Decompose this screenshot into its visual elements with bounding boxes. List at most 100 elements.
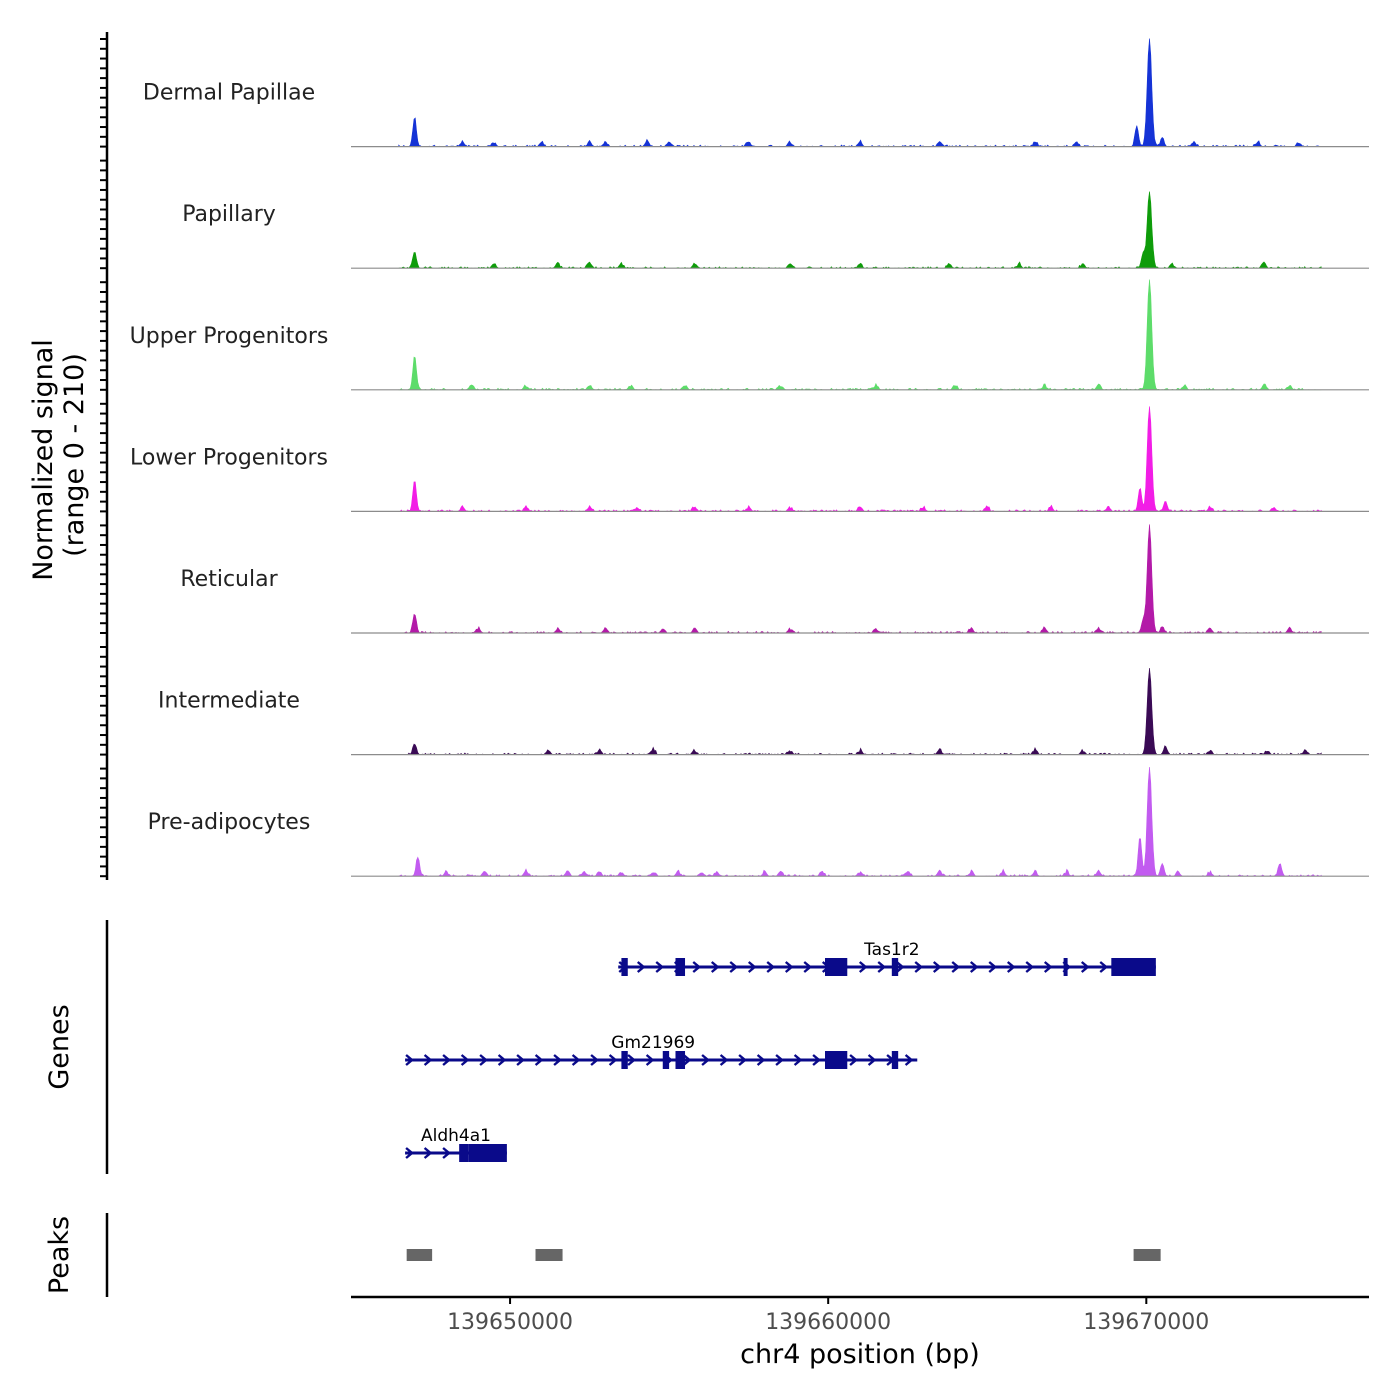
track-dermal-papillae: Dermal Papillae [143, 38, 1369, 148]
x-tick-label: 139650000 [447, 1310, 573, 1335]
exon [825, 1051, 848, 1069]
x-axis-title: chr4 position (bp) [740, 1339, 980, 1370]
track-papillary: Papillary [182, 191, 1369, 269]
strand-arrow [1099, 961, 1109, 973]
track-label: Lower Progenitors [130, 445, 328, 470]
track-label: Papillary [182, 202, 276, 227]
strand-arrow [571, 1054, 581, 1066]
strand-arrow [460, 1054, 470, 1066]
strand-arrow [534, 1054, 544, 1066]
strand-arrow [951, 961, 961, 973]
peak-regions [406, 1249, 1161, 1261]
peak-region [406, 1249, 433, 1261]
exon [662, 1051, 670, 1069]
strand-arrow [812, 1054, 821, 1066]
strand-arrow [775, 1054, 784, 1066]
strand-arrow [914, 961, 924, 973]
gene-tas1r2: Tas1r2 [618, 940, 1156, 976]
track-upper-progenitors: Upper Progenitors [130, 279, 1369, 391]
strand-arrow [1080, 961, 1090, 973]
exon [891, 958, 899, 976]
strand-arrow [784, 961, 794, 973]
strand-arrow [590, 1054, 599, 1066]
strand-arrow [636, 961, 646, 973]
strand-arrow [1043, 961, 1053, 973]
strand-arrow [405, 1054, 414, 1066]
strand-arrow [423, 1054, 433, 1066]
strand-arrow [849, 1054, 858, 1066]
exon [891, 1051, 899, 1069]
strand-arrow [803, 961, 813, 973]
exon [468, 1144, 507, 1162]
track-label: Upper Progenitors [130, 324, 329, 349]
strand-arrow [969, 961, 979, 973]
strand-arrow [904, 1054, 914, 1066]
strand-arrow [655, 961, 665, 973]
strand-arrow [627, 1054, 636, 1066]
exon [621, 1051, 628, 1069]
strand-arrow [553, 1054, 562, 1066]
strand-arrow [932, 961, 942, 973]
strand-arrow [877, 961, 887, 973]
gene-aldh4a1: Aldh4a1 [405, 1126, 507, 1162]
exon [1063, 958, 1068, 976]
track-pre-adipocytes: Pre-adipocytes [148, 766, 1369, 877]
strand-arrow [988, 961, 998, 973]
y-axis-ticks [100, 38, 107, 878]
y-axis-title: Normalized signal [28, 339, 59, 581]
genes-axis-title: Genes [44, 1004, 75, 1089]
strand-arrow [423, 1147, 433, 1159]
strand-arrow [1006, 961, 1016, 973]
gene-models: Aldh4a1 Gm21969 Tas1r2 [405, 940, 1156, 1162]
strand-arrow [479, 1054, 488, 1066]
coverage-area [398, 191, 1322, 269]
peaks-axis-title: Peaks [44, 1216, 75, 1294]
exon [1111, 958, 1156, 976]
strand-arrow [692, 961, 702, 973]
strand-arrow [895, 961, 905, 973]
track-label: Dermal Papillae [143, 81, 315, 106]
strand-arrow [756, 1054, 766, 1066]
coverage-area [398, 406, 1322, 512]
strand-arrow [738, 1054, 747, 1066]
coverage-area [398, 766, 1322, 877]
strand-arrow [516, 1054, 525, 1066]
track-lower-progenitors: Lower Progenitors [130, 406, 1369, 512]
strand-arrow [608, 1054, 618, 1066]
strand-arrow [442, 1147, 451, 1159]
strand-arrow [766, 961, 776, 973]
strand-arrow [710, 961, 720, 973]
strand-arrow [405, 1147, 414, 1159]
coverage-tracks: Dermal Papillae Papillary Upper Progenitor… [130, 38, 1369, 877]
coverage-area [398, 524, 1322, 634]
genes-panel: Genes Aldh4a1 Gm21969 Tas1r2 [44, 920, 1156, 1174]
gene-label: Tas1r2 [863, 940, 919, 960]
coverage-panel: Normalized signal (range 0 - 210) Dermal… [28, 32, 1369, 880]
strand-arrow [497, 1054, 507, 1066]
x-axis: 139650000 139660000 139670000 chr4 positio… [351, 1295, 1369, 1370]
strand-arrow [793, 1054, 803, 1066]
coverage-area [398, 667, 1322, 756]
strand-arrow [858, 961, 868, 973]
y-axis-range-label: (range 0 - 210) [59, 353, 90, 557]
x-tick-label: 139670000 [1083, 1310, 1209, 1335]
peak-region [535, 1249, 563, 1261]
gene-label: Aldh4a1 [421, 1126, 491, 1146]
strand-arrow [682, 1054, 692, 1066]
track-label: Intermediate [158, 689, 300, 714]
peaks-panel: Peaks [44, 1213, 1161, 1297]
strand-arrow [442, 1054, 451, 1066]
exon [675, 1051, 686, 1069]
strand-arrow [729, 961, 739, 973]
gene-gm21969: Gm21969 [405, 1033, 918, 1069]
x-tick-label: 139660000 [765, 1310, 891, 1335]
strand-arrow [701, 1054, 710, 1066]
strand-arrow [1025, 961, 1035, 973]
coverage-area [398, 38, 1322, 148]
track-intermediate: Intermediate [158, 667, 1369, 756]
strand-arrow [719, 1054, 729, 1066]
coverage-area [398, 279, 1322, 391]
strand-arrow [867, 1054, 877, 1066]
track-label: Reticular [180, 567, 278, 592]
